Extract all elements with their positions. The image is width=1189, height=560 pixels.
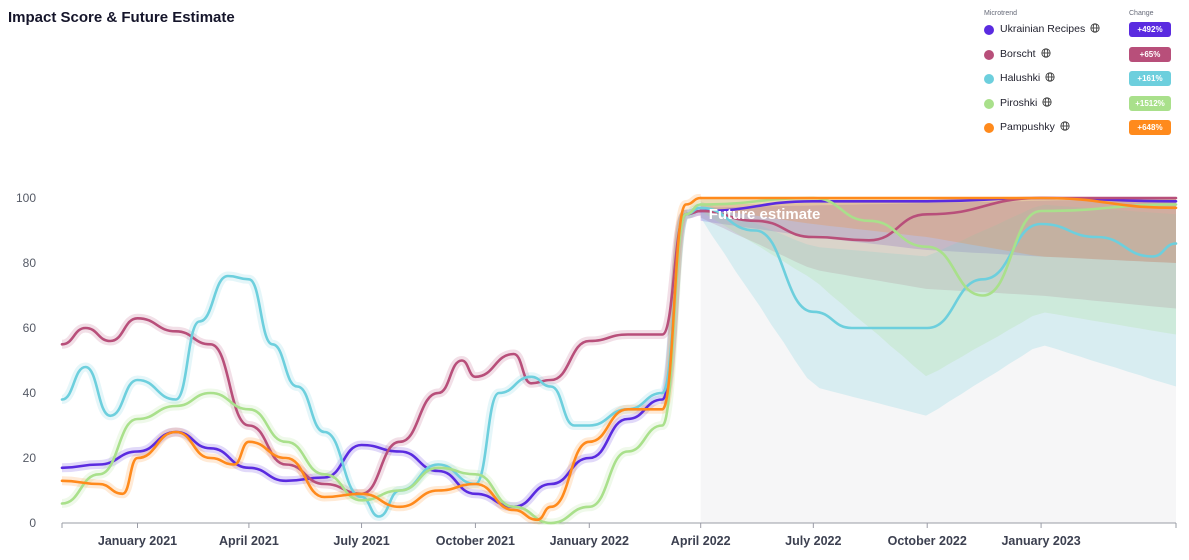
x-tick-label: July 2021 xyxy=(333,534,389,548)
plot-area xyxy=(60,194,1178,525)
change-badge: +161% xyxy=(1129,71,1171,87)
forecast-band xyxy=(700,201,1176,416)
y-tick-label: 100 xyxy=(16,191,36,205)
globe-icon[interactable] xyxy=(1045,72,1055,82)
y-tick-label: 80 xyxy=(23,256,37,270)
x-tick-label: October 2021 xyxy=(436,534,515,548)
legend-label-text: Piroshki xyxy=(1000,96,1038,109)
forecast-band xyxy=(700,198,1176,263)
forecast-line[interactable] xyxy=(699,196,1178,210)
legend-item[interactable]: Borscht +65% xyxy=(984,45,1174,70)
legend-color-dot xyxy=(984,98,994,109)
y-tick-label: 20 xyxy=(23,451,37,465)
legend-header: Microtrend Change xyxy=(984,8,1174,20)
y-tick-label: 60 xyxy=(23,321,37,335)
globe-icon[interactable] xyxy=(1041,48,1051,58)
legend-item[interactable]: Ukrainian Recipes +492% xyxy=(984,20,1174,45)
legend-label-text: Ukrainian Recipes xyxy=(1000,23,1086,35)
legend-rows: Ukrainian Recipes +492% Borscht +65% Halushk… xyxy=(984,20,1174,143)
x-tick-label: January 2022 xyxy=(550,534,629,548)
legend-label: Ukrainian Recipes xyxy=(1000,23,1100,35)
legend-header-change: Change xyxy=(1129,10,1154,17)
legend-label-text: Halushki xyxy=(1000,72,1041,85)
legend-label: Borscht xyxy=(1000,48,1051,60)
globe-icon[interactable] xyxy=(1042,97,1052,107)
legend-header-microtrend: Microtrend xyxy=(984,10,1018,17)
x-tick-label: July 2022 xyxy=(785,534,841,548)
y-tick-label: 0 xyxy=(29,516,36,530)
forecast-line[interactable] xyxy=(699,206,1178,330)
legend-label-text: Pampushky xyxy=(1000,121,1055,134)
change-badge: +1512% xyxy=(1129,95,1171,111)
page-title: Impact Score & Future Estimate xyxy=(8,9,235,26)
series-line[interactable] xyxy=(60,196,702,522)
globe-icon[interactable] xyxy=(1060,121,1070,131)
series-line[interactable] xyxy=(60,206,702,518)
change-badge: +648% xyxy=(1129,120,1171,136)
legend-item[interactable]: Piroshki +1512% xyxy=(984,94,1174,119)
legend: Microtrend Change Ukrainian Recipes +492%… xyxy=(984,8,1174,143)
forecast-region xyxy=(700,198,1176,523)
legend-color-dot xyxy=(984,49,994,60)
y-tick-label: 40 xyxy=(23,386,37,400)
forecast-band xyxy=(700,198,1176,263)
legend-item[interactable]: Pampushky +648% xyxy=(984,118,1174,143)
x-tick-label: April 2021 xyxy=(219,534,279,548)
series-line[interactable] xyxy=(60,209,702,496)
future-estimate-label: Future estimate xyxy=(709,206,821,223)
legend-label-text: Borscht xyxy=(1000,47,1036,60)
change-badge: +492% xyxy=(1129,22,1171,37)
legend-color-dot xyxy=(984,25,994,35)
forecast-band xyxy=(700,198,1176,377)
x-tick-label: January 2021 xyxy=(98,534,177,548)
globe-icon[interactable] xyxy=(1090,23,1100,33)
legend-label: Halushki xyxy=(1000,72,1055,84)
x-tick-label: January 2023 xyxy=(1001,534,1080,548)
legend-color-dot xyxy=(984,123,994,134)
x-tick-label: April 2022 xyxy=(671,534,731,548)
legend-item[interactable]: Halushki +161% xyxy=(984,69,1174,94)
series-line[interactable] xyxy=(60,203,702,525)
legend-label: Pampushky xyxy=(1000,121,1070,133)
legend-color-dot xyxy=(984,74,994,85)
x-tick-label: October 2022 xyxy=(888,534,967,548)
legend-label: Piroshki xyxy=(1000,97,1052,109)
change-badge: +65% xyxy=(1129,46,1171,62)
